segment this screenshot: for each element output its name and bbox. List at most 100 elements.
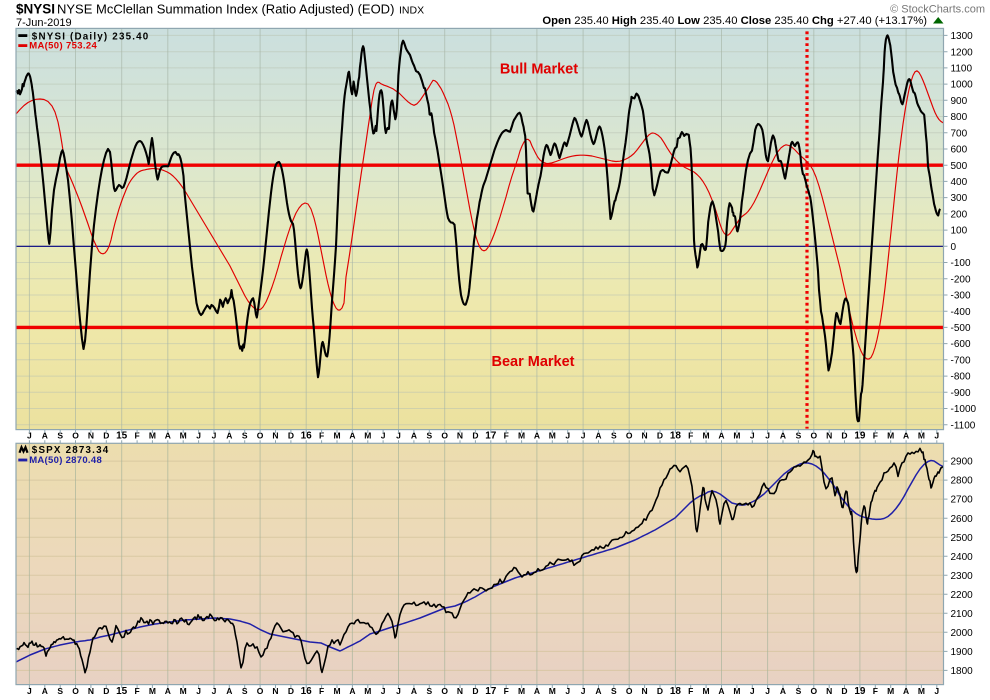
svg-text:N: N [457,430,463,440]
svg-text:J: J [765,430,770,440]
svg-text:S: S [611,686,617,696]
svg-text:J: J [196,686,201,696]
svg-text:S: S [57,430,63,440]
svg-text:M: M [549,430,556,440]
svg-text:2500: 2500 [951,533,974,544]
svg-text:J: J [934,686,939,696]
svg-text:15: 15 [116,686,128,697]
svg-text:700: 700 [951,128,968,139]
svg-text:N: N [642,686,648,696]
svg-text:M: M [333,686,340,696]
svg-text:A: A [718,686,724,696]
svg-text:2800: 2800 [951,476,974,487]
svg-text:J: J [750,686,755,696]
svg-text:17: 17 [485,430,497,441]
svg-text:M: M [887,430,894,440]
svg-text:2700: 2700 [951,495,974,506]
svg-text:D: D [841,430,847,440]
svg-text:18: 18 [670,686,682,697]
svg-text:0: 0 [951,242,957,253]
svg-text:2400: 2400 [951,552,974,563]
svg-text:S: S [796,430,802,440]
svg-text:600: 600 [951,145,968,156]
svg-text:2100: 2100 [951,609,974,620]
svg-text:A: A [903,430,909,440]
svg-text:J: J [565,686,570,696]
svg-text:J: J [196,430,201,440]
svg-text:A: A [718,430,724,440]
svg-text:15: 15 [116,430,128,441]
svg-text:J: J [396,430,401,440]
svg-text:500: 500 [951,161,968,172]
svg-text:A: A [903,686,909,696]
svg-text:16: 16 [301,686,313,697]
svg-text:N: N [272,430,278,440]
svg-text:2600: 2600 [951,514,974,525]
svg-text:A: A [165,686,171,696]
svg-text:M: M [364,686,371,696]
svg-text:M: M [733,686,740,696]
svg-text:$NYSI: $NYSI [16,2,55,17]
svg-text:18: 18 [670,430,682,441]
svg-text:D: D [288,430,294,440]
svg-text:A: A [780,686,786,696]
svg-text:O: O [626,686,633,696]
svg-text:O: O [810,430,817,440]
svg-text:D: D [472,686,478,696]
svg-text:-700: -700 [951,355,971,366]
svg-text:-1000: -1000 [951,404,977,415]
svg-text:1800: 1800 [951,666,974,677]
svg-text:300: 300 [951,193,968,204]
svg-text:M: M [149,430,156,440]
svg-text:A: A [349,686,355,696]
svg-text:O: O [441,686,448,696]
svg-text:J: J [381,686,386,696]
svg-text:D: D [841,686,847,696]
svg-text:A: A [42,686,48,696]
svg-text:7-Jun-2019: 7-Jun-2019 [16,17,72,29]
svg-text:J: J [934,430,939,440]
svg-text:S: S [426,686,432,696]
svg-text:O: O [810,686,817,696]
svg-text:NYSE McClellan Summation Index: NYSE McClellan Summation Index (Ratio Ad… [57,2,394,17]
svg-text:MA(50) 2870.48: MA(50) 2870.48 [29,455,102,466]
svg-text:S: S [57,686,63,696]
svg-text:F: F [688,686,693,696]
svg-text:J: J [581,430,586,440]
svg-text:A: A [780,430,786,440]
svg-text:1300: 1300 [951,31,974,42]
svg-text:M: M [703,686,710,696]
svg-text:-600: -600 [951,339,971,350]
svg-text:S: S [242,430,248,440]
svg-text:S: S [426,430,432,440]
svg-text:J: J [212,686,217,696]
svg-text:16: 16 [301,430,313,441]
svg-text:N: N [826,686,832,696]
svg-text:J: J [765,686,770,696]
svg-text:M: M [149,686,156,696]
svg-text:A: A [226,686,232,696]
svg-text:F: F [504,686,509,696]
svg-text:A: A [411,686,417,696]
svg-text:F: F [504,430,509,440]
svg-text:F: F [873,430,878,440]
svg-text:2300: 2300 [951,571,974,582]
svg-text:D: D [657,686,663,696]
svg-text:M: M [333,430,340,440]
svg-text:O: O [72,430,79,440]
svg-text:M: M [364,430,371,440]
svg-text:1100: 1100 [951,64,973,75]
svg-text:F: F [134,686,139,696]
svg-text:F: F [873,686,878,696]
svg-text:MA(50) 753.24: MA(50) 753.24 [29,41,97,52]
svg-text:2200: 2200 [951,590,974,601]
svg-text:O: O [72,686,79,696]
svg-text:A: A [349,430,355,440]
svg-text:A: A [226,430,232,440]
svg-text:M: M [918,686,925,696]
svg-text:-400: -400 [951,307,971,318]
svg-text:1900: 1900 [951,647,974,658]
svg-text:D: D [103,686,109,696]
svg-text:A: A [534,686,540,696]
svg-text:M: M [180,430,187,440]
